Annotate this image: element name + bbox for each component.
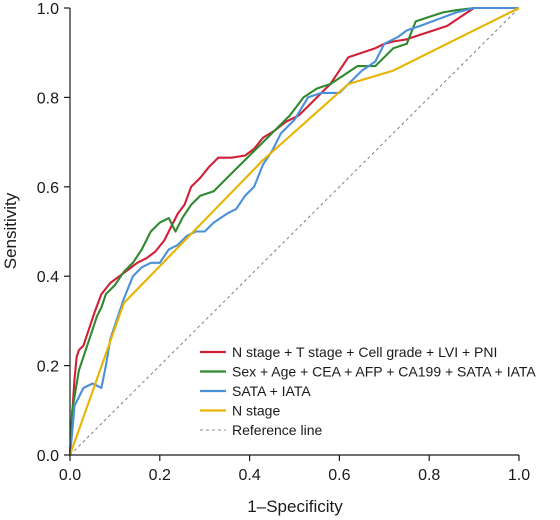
legend-label-n-stage: N stage xyxy=(232,403,280,419)
x-tick-label: 0.0 xyxy=(59,467,81,484)
y-tick-label: 0.6 xyxy=(37,180,59,197)
x-tick-label: 0.2 xyxy=(149,467,171,484)
legend-label-n-stage-t-stage-cell-grade-lvi-pni: N stage + T stage + Cell grade + LVI + P… xyxy=(232,344,497,360)
x-tick-label: 1.0 xyxy=(508,467,530,484)
y-tick-label: 0.2 xyxy=(37,359,59,376)
x-tick-label: 0.6 xyxy=(328,467,350,484)
x-tick-label: 0.8 xyxy=(418,467,440,484)
legend-label-sata-iata: SATA + IATA xyxy=(232,383,311,399)
y-tick-label: 0.0 xyxy=(37,448,59,465)
x-tick-label: 0.4 xyxy=(238,467,260,484)
y-axis-title: Sensitivity xyxy=(1,192,20,269)
x-axis-title: 1–Specificity xyxy=(247,497,343,516)
legend-label-sex-age-cea-afp-ca199-sata-iata: Sex + Age + CEA + AFP + CA199 + SATA + I… xyxy=(232,364,536,380)
legend-label-reference-line: Reference line xyxy=(232,422,322,438)
y-ticks: 0.0 0.2 0.4 0.6 0.8 1.0 xyxy=(37,1,70,465)
series-line-sex-age-cea-afp-ca199-sata-iata xyxy=(68,6,519,456)
y-tick-label: 0.8 xyxy=(37,90,59,107)
y-tick-label: 0.4 xyxy=(37,269,59,286)
series-layer xyxy=(68,6,520,456)
y-tick-label: 1.0 xyxy=(37,1,59,18)
series-line-n-stage xyxy=(69,7,520,456)
legend: N stage + T stage + Cell grade + LVI + P… xyxy=(200,344,536,438)
x-ticks: 0.0 0.2 0.4 0.6 0.8 1.0 xyxy=(59,455,530,484)
series-line-sata-iata xyxy=(68,6,519,456)
